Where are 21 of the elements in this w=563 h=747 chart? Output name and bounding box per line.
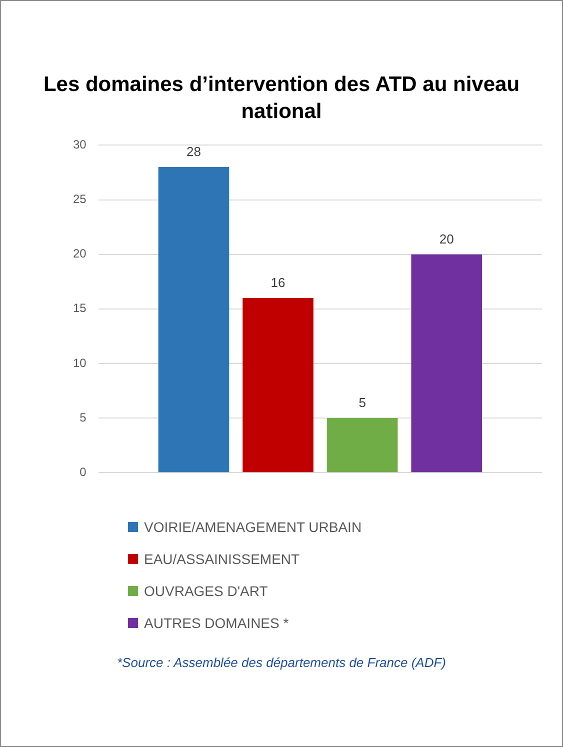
y-tick-label: 10 — [72, 356, 87, 370]
bar — [411, 254, 482, 472]
text: *Source : Assemblée des départements de France (ADF) — [116, 655, 447, 670]
bar — [326, 418, 398, 472]
y-tick-label: 20 — [72, 246, 87, 261]
bar — [158, 167, 230, 472]
bar — [242, 298, 314, 472]
y-tick-label: 25 — [72, 192, 87, 206]
legend-label: AUTRES DOMAINES * — [144, 615, 289, 631]
data-label: 20 — [439, 231, 454, 246]
y-tick-label: 30 — [72, 138, 87, 152]
data-label: 5 — [358, 395, 366, 410]
data-label: 28 — [186, 144, 201, 160]
data-label: 16 — [270, 275, 286, 290]
legend-label: EAU/ASSAINISSEMENT — [144, 551, 300, 567]
chart-title: Les domaines d’intervention des ATD au niveau national — [42, 72, 521, 125]
y-tick-label: 15 — [72, 301, 87, 316]
y-tick-label: 0 — [80, 464, 87, 479]
legend-label: OUVRAGES D'ART — [144, 583, 268, 599]
legend-label: VOIRIE/AMENAGEMENT URBAIN — [144, 519, 362, 535]
y-tick-label: 5 — [80, 410, 87, 424]
